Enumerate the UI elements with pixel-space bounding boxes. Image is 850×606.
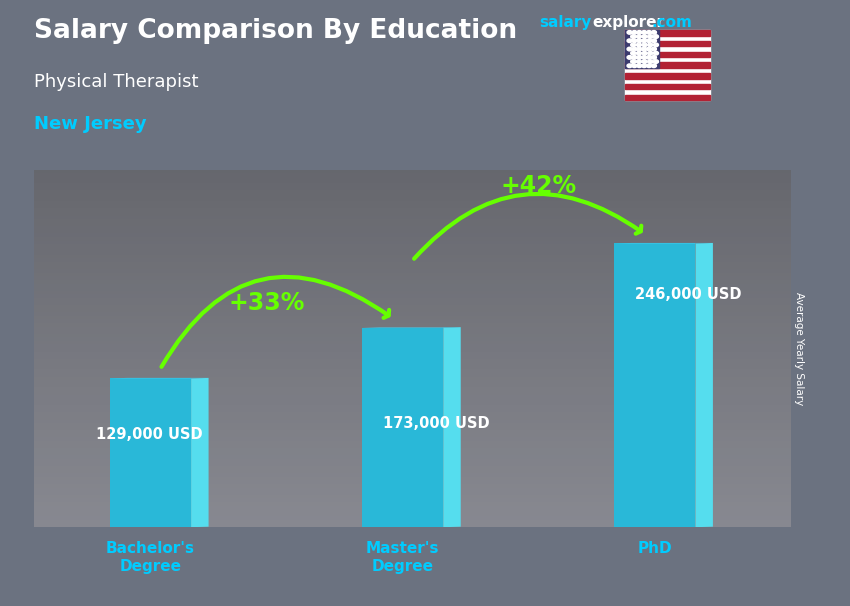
Bar	[614, 244, 695, 527]
Bar	[362, 328, 444, 527]
Y-axis label: Average Yearly Salary: Average Yearly Salary	[795, 292, 804, 405]
Polygon shape	[444, 327, 461, 527]
Text: 129,000 USD: 129,000 USD	[96, 427, 202, 442]
Text: 246,000 USD: 246,000 USD	[635, 287, 742, 302]
Text: New Jersey: New Jersey	[34, 115, 146, 133]
Text: +33%: +33%	[229, 291, 305, 316]
Polygon shape	[695, 243, 713, 527]
Bar	[110, 378, 191, 527]
Text: +42%: +42%	[501, 174, 576, 198]
Text: .com: .com	[652, 15, 693, 30]
Text: 173,000 USD: 173,000 USD	[383, 416, 490, 431]
Text: Physical Therapist: Physical Therapist	[34, 73, 199, 91]
Text: explorer: explorer	[592, 15, 665, 30]
Polygon shape	[191, 378, 208, 527]
Text: Salary Comparison By Education: Salary Comparison By Education	[34, 18, 517, 44]
Text: salary: salary	[540, 15, 592, 30]
